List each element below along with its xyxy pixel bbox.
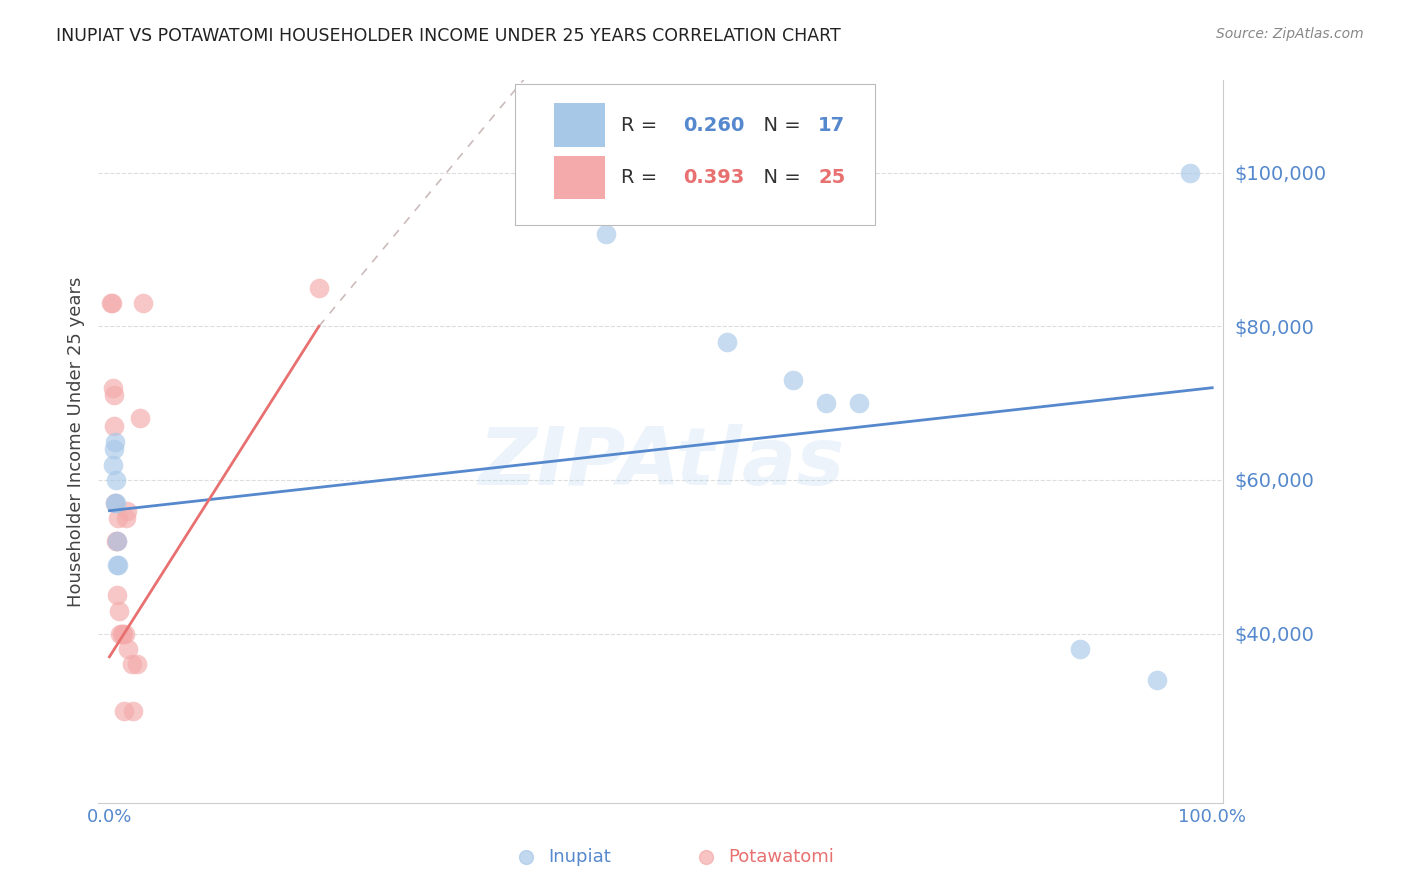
- Point: [308, 281, 330, 295]
- Point: [111, 626, 134, 640]
- Point: [105, 534, 128, 549]
- Point: [105, 534, 128, 549]
- Point: [105, 558, 128, 572]
- Text: Source: ZipAtlas.com: Source: ZipAtlas.com: [1216, 27, 1364, 41]
- Point: [100, 296, 122, 310]
- Text: Potawatomi: Potawatomi: [728, 848, 834, 866]
- Y-axis label: Householder Income Under 25 years: Householder Income Under 25 years: [66, 277, 84, 607]
- Point: [115, 511, 138, 525]
- Text: 0.260: 0.260: [683, 116, 745, 135]
- Text: Inupiat: Inupiat: [548, 848, 612, 866]
- Point: [105, 534, 128, 549]
- Text: R =: R =: [621, 169, 664, 187]
- Point: [1069, 642, 1091, 657]
- Point: [108, 604, 131, 618]
- Text: N =: N =: [751, 169, 807, 187]
- Text: 25: 25: [818, 169, 845, 187]
- Point: [101, 381, 124, 395]
- FancyBboxPatch shape: [515, 84, 875, 225]
- Point: [104, 496, 127, 510]
- Point: [110, 626, 132, 640]
- Point: [848, 396, 870, 410]
- Point: [1146, 673, 1168, 687]
- Text: 17: 17: [818, 116, 845, 135]
- Point: [103, 388, 125, 402]
- Text: ZIPAtlas: ZIPAtlas: [478, 425, 844, 502]
- Bar: [554, 156, 605, 200]
- Point: [1178, 165, 1201, 179]
- Point: [105, 496, 128, 510]
- Point: [104, 496, 127, 510]
- Point: [103, 419, 125, 434]
- Point: [101, 458, 124, 472]
- Text: R =: R =: [621, 116, 664, 135]
- Point: [114, 626, 136, 640]
- Point: [100, 296, 122, 310]
- Point: [782, 373, 804, 387]
- Text: N =: N =: [751, 116, 807, 135]
- Point: [125, 657, 148, 672]
- Point: [117, 642, 139, 657]
- Point: [129, 411, 152, 425]
- Point: [815, 396, 838, 410]
- Point: [105, 473, 128, 487]
- Point: [103, 442, 125, 457]
- Point: [716, 334, 738, 349]
- Point: [115, 504, 138, 518]
- Point: [595, 227, 617, 241]
- Point: [107, 558, 129, 572]
- Bar: [554, 103, 605, 147]
- Text: 0.393: 0.393: [683, 169, 745, 187]
- Point: [110, 626, 132, 640]
- Text: INUPIAT VS POTAWATOMI HOUSEHOLDER INCOME UNDER 25 YEARS CORRELATION CHART: INUPIAT VS POTAWATOMI HOUSEHOLDER INCOME…: [56, 27, 841, 45]
- Point: [112, 704, 135, 718]
- Point: [121, 657, 143, 672]
- Point: [131, 296, 153, 310]
- Point: [104, 434, 127, 449]
- Point: [105, 588, 128, 602]
- Point: [107, 511, 129, 525]
- Point: [121, 704, 143, 718]
